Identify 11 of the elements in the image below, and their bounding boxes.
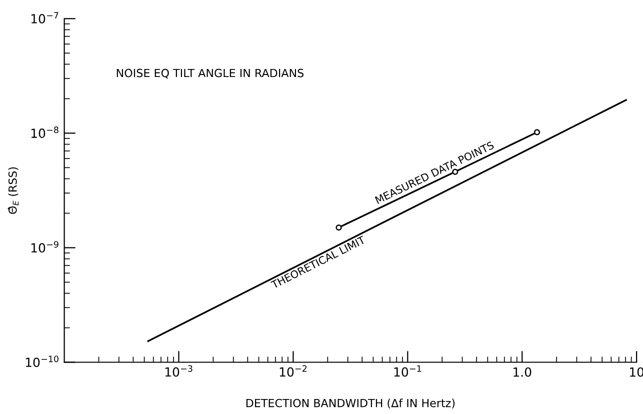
- x-tick-label: 10$^{−3}$: [165, 365, 192, 377]
- x-tick-label: 10$^{−1}$: [394, 365, 422, 377]
- y-tick-label: 10$^{−10}$: [26, 356, 58, 368]
- y-tick-label: 10$^{−7}$: [31, 12, 58, 24]
- y-axis-title: Θ̂$_{E}$ (RSS): [8, 167, 19, 214]
- x-tick-label: 10$^{−2}$: [280, 365, 307, 377]
- y-tick-label: 10$^{−9}$: [31, 241, 58, 253]
- annotation: NOISE EQ TILT ANGLE IN RADIANS: [116, 68, 304, 78]
- x-tick-label: 1.0: [514, 367, 532, 377]
- y-tick-label: 10$^{−8}$: [31, 126, 58, 138]
- x-axis-title: DETECTION BANDWIDTH (Δf IN Hertz): [246, 398, 455, 409]
